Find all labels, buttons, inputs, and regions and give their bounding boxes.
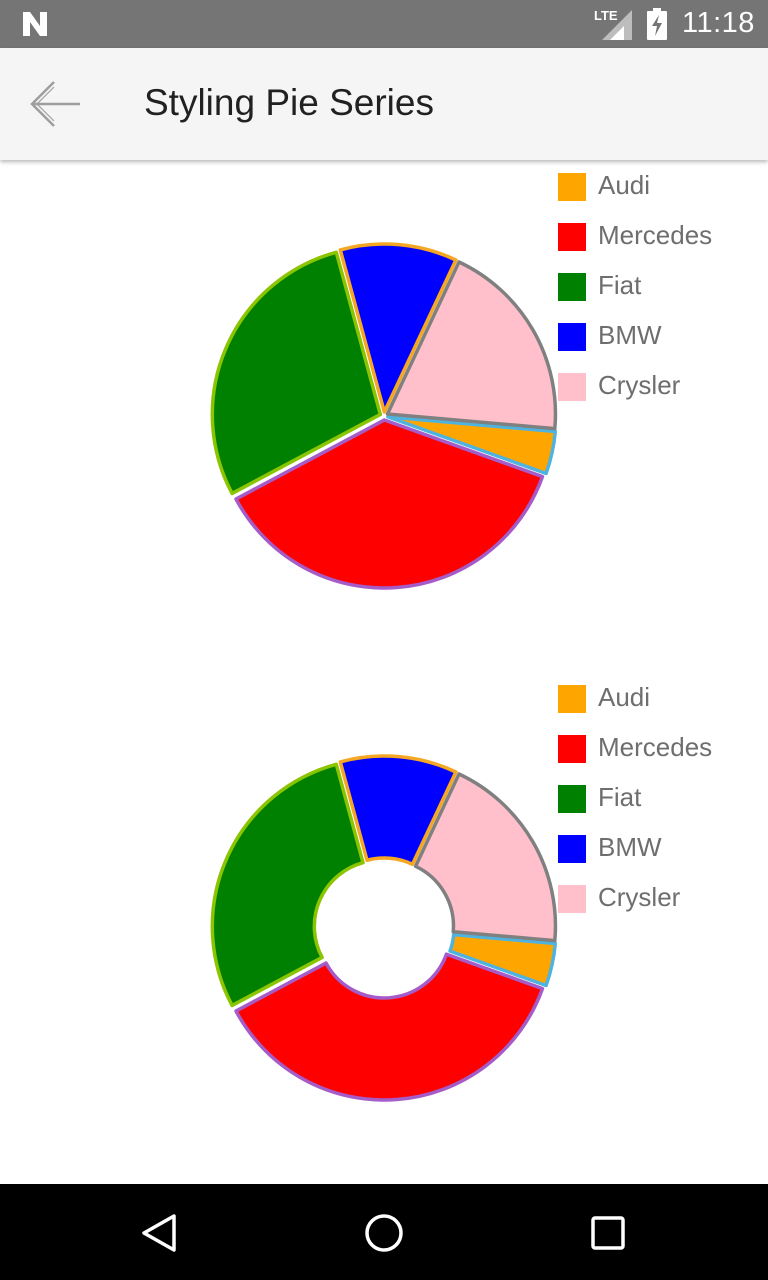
legend-label: Audi bbox=[598, 170, 651, 200]
legend-swatch bbox=[558, 223, 586, 251]
legend-swatch bbox=[558, 173, 586, 201]
pie-chart-plot bbox=[210, 242, 558, 590]
system-navigation-bar bbox=[0, 1184, 768, 1280]
triangle-back-icon[interactable] bbox=[134, 1208, 184, 1258]
pie-slice-crysler bbox=[413, 772, 558, 943]
pie-chart: Audi Mercedes Fiat BMW Crysler bbox=[0, 164, 768, 644]
page-title: Styling Pie Series bbox=[144, 82, 434, 123]
arrow-back-icon bbox=[30, 81, 80, 127]
legend-swatch bbox=[558, 373, 586, 401]
pie-slice-bmw bbox=[338, 754, 458, 867]
legend-swatch bbox=[558, 835, 586, 863]
clock: 11:18 bbox=[682, 7, 755, 39]
signal-icon bbox=[602, 10, 632, 40]
legend-swatch bbox=[558, 685, 586, 713]
back-button[interactable] bbox=[20, 74, 92, 134]
pie-slice-bmw bbox=[338, 242, 458, 414]
pie-slice-mercedes bbox=[234, 418, 545, 590]
pie-slice-audi bbox=[448, 932, 558, 988]
donut-chart-plot bbox=[210, 754, 558, 1102]
legend-swatch bbox=[558, 735, 586, 763]
pie-slice-fiat bbox=[210, 762, 365, 1008]
donut-chart: Audi Mercedes Fiat BMW Crysler bbox=[0, 676, 768, 1156]
pie-slice-crysler bbox=[385, 260, 558, 431]
app-bar: Styling Pie Series bbox=[0, 48, 768, 160]
legend-label: Fiat bbox=[598, 270, 642, 300]
legend-label: Crysler bbox=[598, 882, 681, 912]
battery-charging-icon bbox=[647, 8, 667, 40]
network-type: LTE bbox=[594, 8, 618, 23]
legend-label: Mercedes bbox=[598, 220, 713, 250]
legend-label: Crysler bbox=[598, 370, 681, 400]
legend-label: Mercedes bbox=[598, 732, 713, 762]
pie-slice-audi bbox=[386, 415, 558, 476]
legend-swatch bbox=[558, 785, 586, 813]
legend-label: Audi bbox=[598, 682, 651, 712]
legend-label: BMW bbox=[598, 832, 662, 862]
legend-swatch bbox=[558, 273, 586, 301]
circle-home-icon[interactable] bbox=[359, 1208, 409, 1258]
legend-swatch bbox=[558, 885, 586, 913]
legend-label: Fiat bbox=[598, 782, 642, 812]
status-bar: LTE 11:18 bbox=[0, 0, 768, 48]
pie-slice-mercedes bbox=[234, 952, 545, 1102]
square-recents-icon[interactable] bbox=[583, 1208, 633, 1258]
legend-swatch bbox=[558, 323, 586, 351]
legend-label: BMW bbox=[598, 320, 662, 350]
pie-slice-fiat bbox=[210, 250, 383, 496]
android-n-logo-icon bbox=[23, 12, 47, 36]
